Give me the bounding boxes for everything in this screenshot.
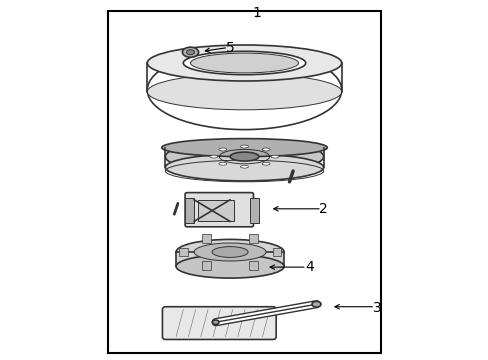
Bar [202,234,211,243]
Text: 3: 3 [372,301,381,315]
Ellipse shape [311,301,320,307]
Bar [272,248,281,256]
Text: 1: 1 [252,6,261,19]
Ellipse shape [219,148,226,151]
Ellipse shape [183,51,305,75]
Text: 2: 2 [319,202,327,216]
Ellipse shape [147,50,341,130]
Ellipse shape [147,74,341,110]
FancyBboxPatch shape [185,193,253,227]
Ellipse shape [186,50,194,55]
Ellipse shape [240,165,248,168]
Ellipse shape [262,148,269,151]
Ellipse shape [219,162,226,165]
Bar [249,261,257,270]
Ellipse shape [176,239,284,265]
Text: 4: 4 [305,260,313,274]
Ellipse shape [194,243,265,261]
Bar [249,234,257,243]
Bar [179,248,187,256]
Ellipse shape [176,255,284,278]
Ellipse shape [270,155,279,158]
Bar [197,200,233,221]
Ellipse shape [212,247,247,257]
Ellipse shape [190,53,298,73]
Bar [202,261,211,270]
Ellipse shape [240,145,248,148]
Ellipse shape [162,139,326,157]
FancyBboxPatch shape [162,307,276,339]
Ellipse shape [182,47,198,57]
Ellipse shape [209,155,218,158]
Bar [176,252,284,266]
Ellipse shape [230,152,258,161]
Ellipse shape [212,320,219,324]
Bar [185,198,194,223]
Ellipse shape [147,45,341,81]
Ellipse shape [165,140,323,173]
Ellipse shape [262,162,269,165]
Ellipse shape [165,154,323,181]
Bar [107,11,381,353]
Text: 5: 5 [225,41,234,54]
Bar [249,198,258,223]
